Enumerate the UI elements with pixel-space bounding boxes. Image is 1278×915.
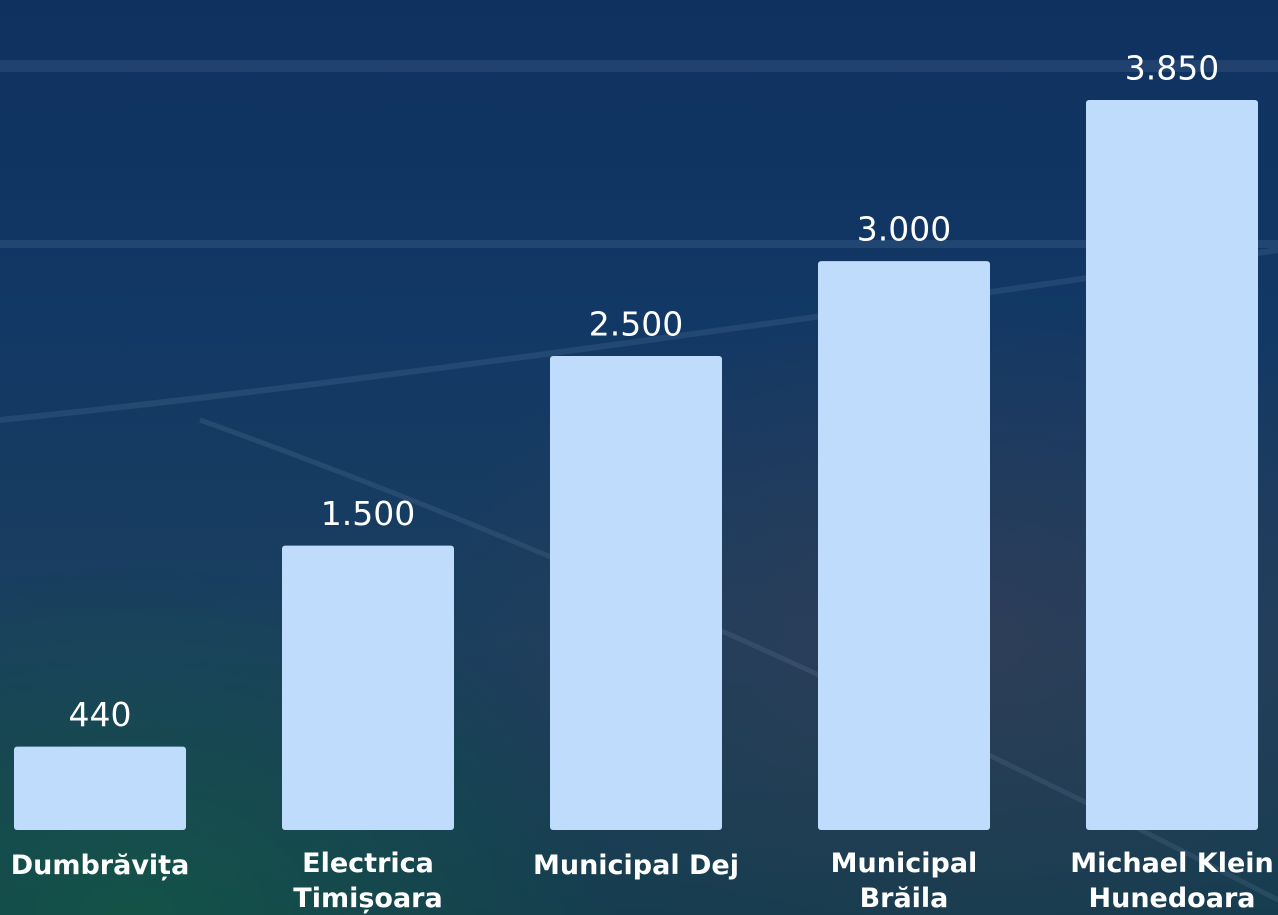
bar [818, 261, 990, 830]
bar [1086, 100, 1258, 830]
value-label: 3.850 [1125, 49, 1219, 88]
category-label: Michael Klein Hunedoara [1070, 848, 1274, 914]
bar [282, 545, 454, 830]
category-label: Municipal Brăila [830, 848, 978, 914]
bar [14, 746, 186, 830]
category-label: Electrica Timișoara [293, 848, 443, 914]
value-label: 440 [69, 695, 132, 734]
value-label: 1.500 [321, 494, 415, 533]
bar [550, 355, 722, 830]
value-label: 2.500 [589, 304, 683, 343]
value-label: 3.000 [857, 210, 951, 249]
category-label: Municipal Dej [532, 850, 739, 881]
category-label: Dumbrăvița [10, 850, 190, 881]
